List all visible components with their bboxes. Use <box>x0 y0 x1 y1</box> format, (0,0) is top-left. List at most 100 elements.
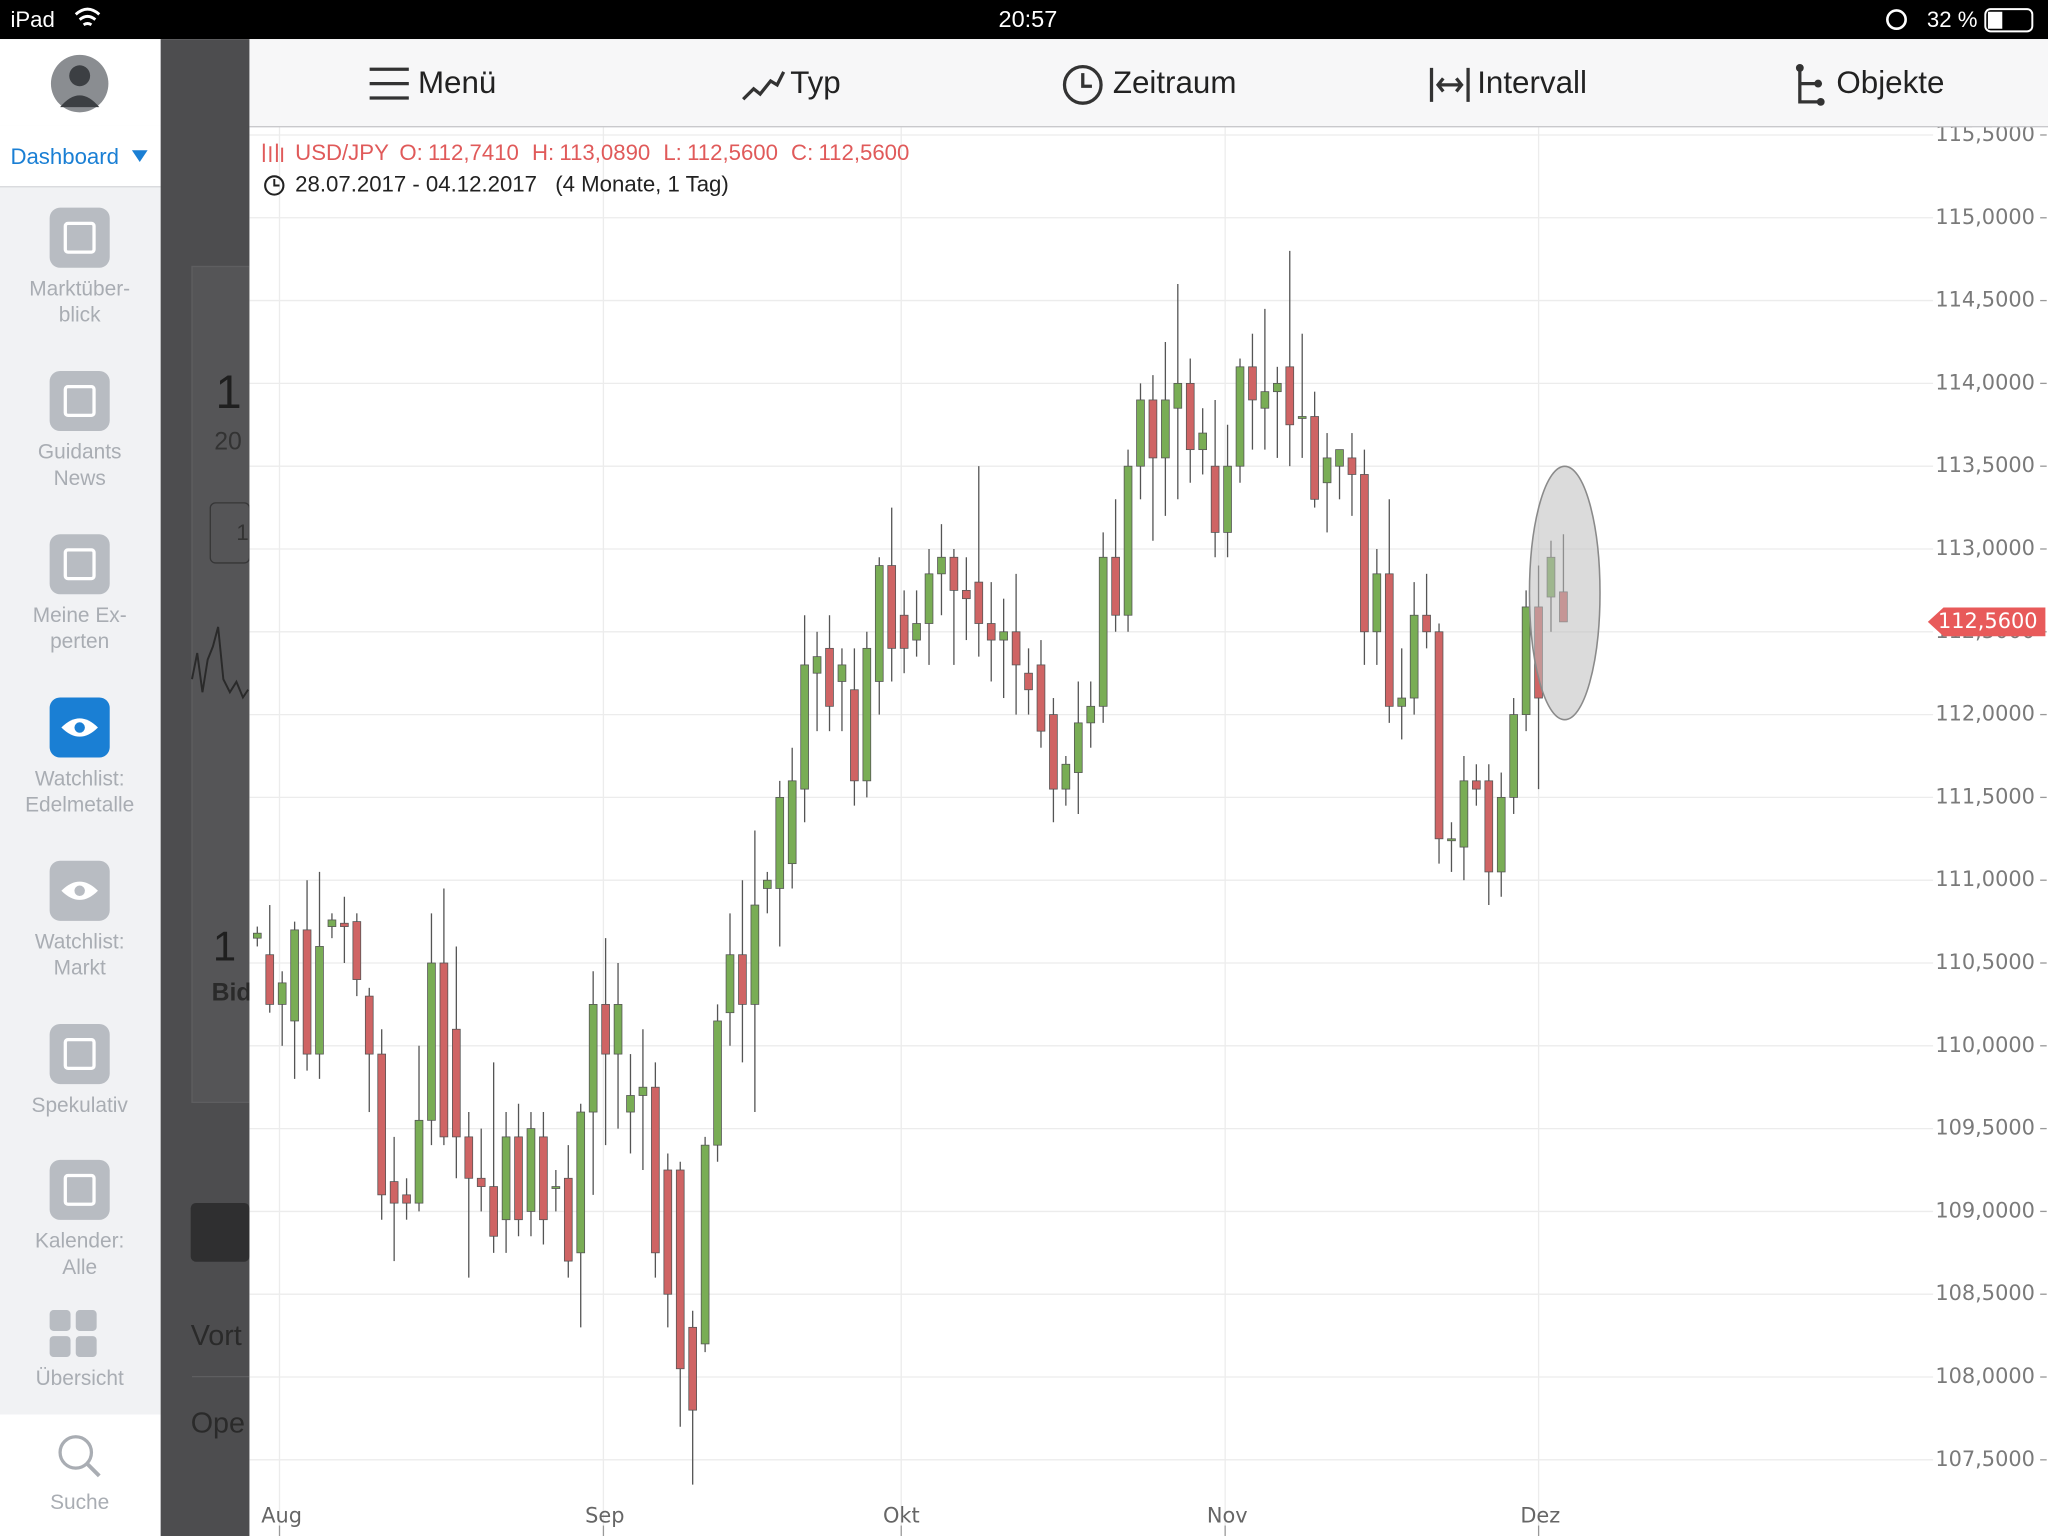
candle-body <box>315 946 324 1055</box>
candle-body <box>539 1136 548 1221</box>
ohlc-key: C: <box>791 140 813 165</box>
y-tick-label: 115,0000 <box>1935 205 2035 229</box>
candle-body <box>1360 474 1369 633</box>
candle-body <box>675 1169 685 1370</box>
menu-icon[interactable] <box>49 1159 110 1220</box>
menu-icon[interactable] <box>49 370 110 432</box>
candle-body <box>277 982 287 1005</box>
range-clock-icon <box>264 175 285 196</box>
candle-body <box>551 1186 561 1189</box>
highlight-annotation <box>1528 465 1601 721</box>
menu-label-active[interactable]: Edelmetalle <box>25 793 134 816</box>
candle-body <box>1024 672 1033 691</box>
menu-label[interactable]: perten <box>50 630 109 653</box>
candle-body <box>962 589 971 600</box>
candle-body <box>986 623 996 641</box>
background-text: 20 <box>214 428 242 455</box>
overview-icon <box>75 1336 97 1358</box>
rotation-lock-icon <box>1886 9 1907 31</box>
menu-label[interactable]: Marktüber- <box>29 277 130 300</box>
candle-body <box>775 797 785 889</box>
candle-body <box>651 1086 660 1254</box>
menu-icon[interactable] <box>49 1024 110 1085</box>
toolbar-button[interactable]: Zeitraum <box>1113 65 1237 100</box>
candle-body <box>327 919 337 927</box>
objects-icon-dot <box>1795 64 1804 72</box>
candle-body <box>1335 449 1344 467</box>
candle-body <box>1347 457 1357 475</box>
candle-body <box>1049 714 1058 790</box>
objects-icon <box>1798 67 1821 104</box>
x-tick-label: Nov <box>1207 1503 1248 1527</box>
menu-label[interactable]: News <box>54 467 106 490</box>
candle-body <box>563 1177 573 1262</box>
menu-label[interactable]: Meine Ex- <box>33 604 127 627</box>
last-price-tag <box>1927 607 2046 637</box>
background-text: Vort <box>191 1320 242 1352</box>
candle-body <box>1372 573 1382 633</box>
device-name: iPad <box>10 7 54 32</box>
candle-body <box>825 647 834 707</box>
candle-body <box>514 1136 523 1221</box>
candle-body <box>1111 556 1120 616</box>
candle-body <box>924 573 934 624</box>
candle-body <box>588 1004 598 1113</box>
candle-body <box>999 631 1008 641</box>
candle-body <box>1173 382 1183 409</box>
y-tick-label: 108,5000 <box>1935 1281 2035 1305</box>
x-tick-label: Dez <box>1520 1503 1560 1527</box>
menu-label[interactable]: Markt <box>54 957 106 980</box>
background-text: 1 <box>216 365 242 418</box>
candle-body <box>750 904 760 1005</box>
date-range: 28.07.2017 - 04.12.2017 (4 Monate, 1 Tag) <box>295 171 729 196</box>
candle-body <box>1148 399 1158 459</box>
candle-body <box>899 614 909 649</box>
candle-body <box>738 954 747 1005</box>
candle-body <box>1260 391 1270 409</box>
menu-icon[interactable] <box>49 207 110 268</box>
candle-body <box>489 1186 498 1237</box>
candle-body <box>1073 722 1083 773</box>
candle-body <box>937 556 946 575</box>
search-icon[interactable] <box>58 1435 94 1470</box>
candle-body <box>265 954 275 1005</box>
toolbar-button[interactable]: Objekte <box>1836 65 1944 100</box>
candle-body <box>1384 573 1394 707</box>
dashboard-area <box>0 125 161 187</box>
overview-icon <box>49 1336 71 1358</box>
menu-label[interactable]: Alle <box>62 1256 97 1279</box>
candle-body <box>576 1111 586 1254</box>
chart-panel <box>249 39 2048 1536</box>
candle-body <box>1422 614 1431 633</box>
dashboard-menu[interactable]: Dashboard <box>10 144 119 169</box>
toolbar-button[interactable]: Intervall <box>1477 65 1587 100</box>
candle-body <box>1161 399 1170 459</box>
menu-label-active[interactable]: Watchlist: <box>35 767 125 790</box>
candle-body <box>1509 714 1518 798</box>
candle-body <box>1123 465 1133 616</box>
menu-label[interactable]: Kalender: <box>35 1230 124 1253</box>
y-tick-label: 109,5000 <box>1935 1116 2035 1140</box>
menu-label[interactable]: Guidants <box>38 441 122 464</box>
candle-body <box>949 556 959 591</box>
menu-label[interactable]: Übersicht <box>36 1367 124 1390</box>
ohlc-value: 113,0890 <box>559 140 650 165</box>
search-label[interactable]: Suche <box>50 1491 109 1514</box>
candle-body <box>402 1194 411 1204</box>
menu-label[interactable]: blick <box>59 304 101 327</box>
objects-icon-dot <box>1814 79 1823 88</box>
candle-body <box>1409 614 1419 699</box>
candle-body <box>1397 697 1407 707</box>
candle-body <box>352 921 362 980</box>
candle-body <box>787 780 797 865</box>
candle-body <box>1310 416 1319 500</box>
background-text: Bid <box>212 980 252 1007</box>
toolbar-button[interactable]: Menü <box>418 65 496 100</box>
toolbar-button[interactable]: Typ <box>790 65 841 100</box>
menu-label[interactable]: Watchlist: <box>35 931 125 954</box>
y-tick-label: 114,5000 <box>1935 288 2035 312</box>
search-icon-handle <box>86 1462 101 1478</box>
battery-level: 32 % <box>1927 7 1978 32</box>
menu-icon[interactable] <box>49 534 110 595</box>
menu-label[interactable]: Spekulativ <box>32 1094 129 1117</box>
